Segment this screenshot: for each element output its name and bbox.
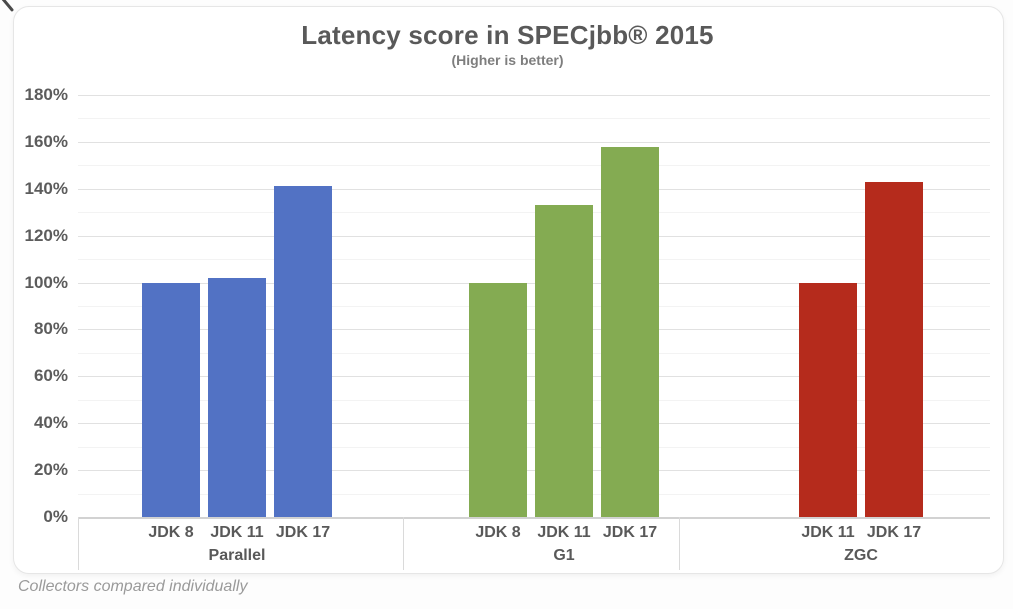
gridline-minor-90 (78, 306, 990, 307)
bar-label-parallel-jdk-17: JDK 17 (275, 524, 331, 541)
gridline-minor-30 (78, 446, 990, 448)
bar-parallel-jdk-8 (142, 282, 200, 517)
chart-subtitle: (Higher is better) (451, 52, 564, 68)
bar-zgc-jdk-11 (799, 282, 857, 517)
gridline-minor-70 (78, 352, 990, 354)
gridline-minor-150 (78, 165, 990, 167)
bar-label-zgc-jdk-17: JDK 17 (866, 524, 922, 541)
bar-label-parallel-jdk-8: JDK 8 (148, 524, 194, 541)
gridline-major-60 (78, 376, 990, 378)
bar-label-zgc-jdk-11: JDK 11 (801, 524, 855, 541)
gridline-minor-110 (78, 259, 990, 261)
group-label-parallel: Parallel (208, 547, 266, 564)
gridline-minor-50 (78, 399, 990, 401)
gridline-major-40 (78, 423, 990, 425)
bar-zgc-jdk-17 (865, 181, 923, 517)
y-tick-label-20%: 20% (33, 460, 68, 480)
gridline-major-180 (78, 95, 990, 96)
y-tick-label-160%: 160% (24, 131, 68, 151)
bar-g1-jdk-8 (469, 282, 527, 517)
bar-label-g1-jdk-8: JDK 8 (475, 524, 521, 541)
y-tick-label-60%: 60% (33, 366, 68, 386)
group-divider-2 (679, 517, 680, 570)
y-tick-label-120%: 120% (24, 225, 68, 245)
gridline-major-140 (78, 188, 990, 190)
group-divider-1 (403, 517, 404, 570)
y-tick-label-100%: 100% (24, 272, 68, 292)
x-axis-line (78, 517, 990, 519)
group-label-zgc: ZGC (844, 547, 878, 564)
y-tick-label-80%: 80% (33, 319, 68, 339)
gridline-major-20 (78, 470, 990, 472)
y-tick-label-140%: 140% (24, 178, 68, 198)
chart-title: Latency score in SPECjbb® 2015 (301, 20, 714, 50)
bar-label-g1-jdk-11: JDK 11 (537, 524, 591, 541)
group-label-g1: G1 (553, 547, 575, 564)
bar-label-parallel-jdk-11: JDK 11 (210, 524, 264, 541)
gridline-minor-130 (78, 212, 990, 214)
gridline-minor-10 (78, 493, 990, 495)
gridline-major-80 (78, 329, 990, 331)
bar-g1-jdk-17 (601, 146, 659, 517)
gridline-minor-170 (78, 118, 990, 120)
bar-label-g1-jdk-17: JDK 17 (602, 524, 658, 541)
gridline-major-100 (78, 282, 990, 284)
y-tick-label-40%: 40% (33, 413, 68, 433)
bar-parallel-jdk-17 (274, 186, 332, 517)
footer-note: Collectors compared individually (18, 578, 248, 595)
y-tick-label-180%: 180% (24, 85, 68, 104)
y-tick-label-0%: 0% (43, 507, 68, 526)
bar-parallel-jdk-11 (208, 277, 266, 517)
bar-g1-jdk-11 (535, 205, 593, 517)
gridline-major-160 (78, 141, 990, 143)
group-divider-0 (78, 517, 79, 570)
gridline-major-120 (78, 235, 990, 237)
